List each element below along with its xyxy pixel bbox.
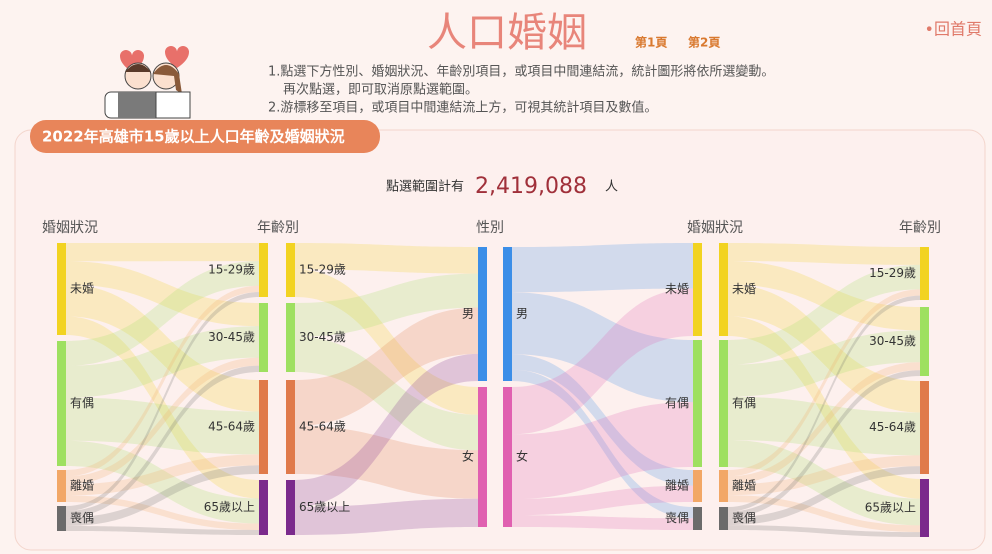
summary-label: 點選範圍計有 [386,179,464,195]
column-title: 年齡別 [899,220,941,236]
node-bar[interactable] [693,243,702,336]
node-label: 喪偶 [70,511,94,525]
instruction: 再次點選，即可取消原點選範圍。 [283,82,478,98]
node-bar[interactable] [286,380,295,474]
page-title: 人口婚姻 [427,10,587,56]
node-label: 女 [516,449,528,464]
node-bar[interactable] [719,470,728,502]
node-bar[interactable] [503,247,512,381]
node-bar[interactable] [259,480,268,535]
node-bar[interactable] [693,507,702,530]
node-label: 15-29歲 [299,263,346,277]
node-label: 女 [462,449,474,464]
column-title: 性別 [476,220,504,236]
node-label: 有偶 [732,396,756,410]
node-label: 15-29歲 [208,263,255,277]
node-label: 喪偶 [665,511,689,525]
node-bar[interactable] [286,303,295,372]
node-label: 15-29歲 [869,266,916,280]
node-label: 未婚 [665,282,689,296]
node-bar[interactable] [286,243,295,297]
summary-unit: 人 [605,180,618,195]
node-bar[interactable] [478,387,487,527]
node-bar[interactable] [719,507,728,530]
node-label: 有偶 [665,396,689,410]
home-link[interactable]: •回首頁 [925,20,982,39]
node-label: 65歲以上 [299,500,350,514]
node-bar[interactable] [503,387,512,527]
node-label: 男 [516,307,528,321]
node-bar[interactable] [719,340,728,467]
flow-link[interactable] [66,243,259,261]
summary-total: 2,419,088 [475,174,587,199]
node-label: 65歲以上 [204,500,255,514]
node-bar[interactable] [920,247,929,300]
node-bar[interactable] [920,381,929,474]
node-bar[interactable] [57,506,66,531]
node-label: 未婚 [70,282,94,296]
node-label: 65歲以上 [865,501,916,515]
node-label: 離婚 [665,479,689,493]
node-bar[interactable] [259,303,268,372]
node-label: 離婚 [732,479,756,493]
node-label: 30-45歲 [299,330,346,344]
node-label: 30-45歲 [208,330,255,344]
node-bar[interactable] [719,243,728,336]
node-label: 45-64歲 [299,420,346,434]
node-label: 45-64歲 [208,420,255,434]
node-bar[interactable] [259,243,268,297]
node-label: 有偶 [70,396,94,410]
node-bar[interactable] [478,247,487,381]
column-title: 婚姻狀況 [42,220,98,236]
node-bar[interactable] [920,479,929,537]
instruction: 2.游標移至項目，或項目中間連結流上方，可視其統計項目及數值。 [268,100,657,116]
instruction: 1.點選下方性別、婚姻狀況、年齡別項目，或項目中間連結流，統計圖形將依所選變動。 [268,64,774,80]
page: 人口婚姻 第1頁 第2頁 •回首頁 1.點選下方性別、婚姻狀況、年齡別項目，或項… [0,0,992,554]
node-label: 離婚 [70,479,94,493]
node-bar[interactable] [57,470,66,502]
node-label: 男 [462,307,474,321]
node-label: 30-45歲 [869,334,916,348]
node-label: 未婚 [732,282,756,296]
node-bar[interactable] [259,380,268,474]
node-bar[interactable] [57,243,66,335]
page-link[interactable]: 第2頁 [688,35,720,50]
node-bar[interactable] [57,341,66,466]
node-bar[interactable] [693,340,702,467]
node-bar[interactable] [693,470,702,502]
column-title: 年齡別 [257,220,299,236]
page-link[interactable]: 第1頁 [635,35,667,50]
node-bar[interactable] [286,480,295,535]
node-label: 喪偶 [732,511,756,525]
column-title: 婚姻狀況 [687,220,743,236]
node-label: 45-64歲 [869,420,916,434]
node-bar[interactable] [920,307,929,376]
panel-title: 2022年高雄市15歲以上人口年齡及婚姻狀況 [42,128,345,146]
